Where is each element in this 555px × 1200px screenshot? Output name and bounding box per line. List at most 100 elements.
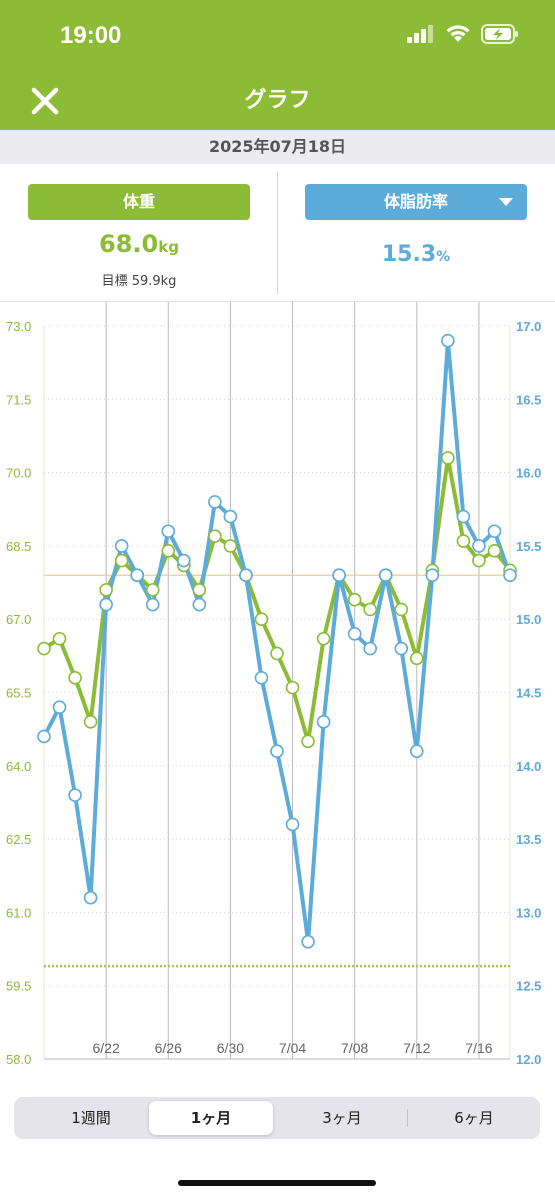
weight-data-point <box>83 715 98 729</box>
body-fat-series-line <box>42 338 512 944</box>
body-fat-data-point <box>332 568 346 583</box>
segment-1-week[interactable]: 1週間 <box>71 1109 111 1127</box>
body-fat-data-point <box>83 890 98 905</box>
chart-svg: 58.0 59.5 61.0 62.5 64.0 65.5 67.0 68.5 70.0 71.5… <box>6 302 541 1067</box>
weight-data-point <box>192 583 207 597</box>
segment-separator <box>407 1109 408 1127</box>
body-fat-dropdown-button[interactable]: 体脂肪率 <box>305 184 527 220</box>
body-fat-data-point <box>254 671 269 685</box>
body-fat-data-point <box>239 568 253 583</box>
right-axis-tick-label: 16.0 <box>516 466 541 481</box>
metric-divider <box>277 172 278 294</box>
caret-down-icon <box>499 198 513 206</box>
weight-data-point <box>68 671 82 685</box>
weight-data-point <box>409 651 424 666</box>
weight-data-point <box>223 539 238 553</box>
right-axis-tick-label: 15.0 <box>516 612 541 627</box>
nav-bar: グラフ <box>0 72 555 130</box>
metrics-panel: 体重 68.0kg 目標 59.9kg 体脂肪率 15.3% <box>0 164 555 302</box>
home-indicator <box>178 1180 376 1186</box>
weight-data-point <box>472 553 486 568</box>
weight-data-point <box>456 534 471 548</box>
left-axis-tick-label: 62.5 <box>6 832 31 847</box>
weight-data-point <box>37 641 51 656</box>
page-title: グラフ <box>244 88 311 113</box>
body-fat-data-point <box>425 568 440 583</box>
weight-data-point <box>301 734 315 749</box>
body-fat-data-point <box>378 568 393 583</box>
wifi-icon <box>446 25 470 42</box>
body-fat-data-point <box>456 509 471 524</box>
x-axis-tick-label: 6/22 <box>93 1040 120 1056</box>
weight-fat-chart[interactable]: 58.0 59.5 61.0 62.5 64.0 65.5 67.0 68.5 70.0 71.5… <box>0 302 555 1088</box>
weight-data-point <box>254 612 269 627</box>
left-axis-tick-label: 67.0 <box>6 612 31 627</box>
weight-data-point <box>394 602 409 617</box>
right-axis-tick-label: 17.0 <box>516 319 541 334</box>
weight-data-point <box>99 583 113 597</box>
weight-data-point <box>270 646 284 661</box>
body-fat-data-point <box>223 509 238 524</box>
segment-3-months[interactable]: 3ヶ月 <box>322 1109 362 1127</box>
segment-6-months[interactable]: 6ヶ月 <box>454 1109 494 1127</box>
period-segmented-control: 1週間 1ヶ月 3ヶ月 6ヶ月 <box>14 1097 540 1139</box>
weight-data-point <box>441 451 455 465</box>
left-axis-tick-label: 58.0 <box>6 1052 31 1067</box>
body-fat-data-point <box>472 539 486 553</box>
weight-data-point <box>316 631 331 646</box>
left-axis-tick-label: 65.5 <box>6 686 31 701</box>
weight-data-point <box>208 529 222 543</box>
right-axis-tick-label: 12.5 <box>516 979 541 994</box>
weight-unit: kg <box>158 238 179 256</box>
body-fat-data-point <box>503 568 517 583</box>
body-fat-data-point <box>363 641 378 656</box>
x-axis-tick-label: 7/16 <box>465 1040 492 1056</box>
right-axis-tick-label: 16.5 <box>516 392 541 407</box>
left-axis-tick-label: 73.0 <box>6 319 31 334</box>
body-fat-data-point <box>177 553 191 568</box>
x-axis-tick-label: 7/04 <box>279 1040 306 1056</box>
weight-data-point <box>114 553 129 568</box>
body-fat-data-point <box>145 597 160 612</box>
weight-data-point <box>487 543 502 558</box>
body-fat-unit: % <box>436 249 451 265</box>
body-fat-data-point <box>394 641 409 656</box>
weight-series-line <box>42 455 512 744</box>
right-axis-tick-label: 13.5 <box>516 832 541 847</box>
left-axis-tick-label: 70.0 <box>6 466 31 481</box>
segment-1-month[interactable]: 1ヶ月 <box>149 1101 273 1135</box>
date-label: 2025年07月18日 <box>0 130 555 164</box>
right-axis-tick-label: 14.5 <box>516 686 541 701</box>
weight-data-point <box>363 602 378 617</box>
body-fat-number: 15.3 <box>381 242 437 267</box>
body-fat-value: 15.3% <box>305 242 527 267</box>
right-axis-tick-label: 12.0 <box>516 1052 541 1067</box>
right-axis-tick-label: 14.0 <box>516 759 541 774</box>
body-fat-data-point <box>409 744 424 758</box>
x-axis-tick-label: 7/08 <box>341 1040 368 1056</box>
body-fat-data-point <box>285 817 300 832</box>
weight-data-point <box>145 583 160 597</box>
weight-data-point <box>52 631 67 646</box>
status-icons <box>407 24 519 44</box>
body-fat-data-point <box>99 597 113 612</box>
x-axis-tick-label: 6/26 <box>155 1040 182 1056</box>
left-axis-tick-label: 68.5 <box>6 539 31 554</box>
battery-charging-icon <box>481 24 518 44</box>
right-axis-tick-label: 13.0 <box>516 905 541 920</box>
status-time: 19:00 <box>60 22 122 49</box>
weight-data-point <box>285 680 300 695</box>
body-fat-data-point <box>130 568 144 583</box>
left-axis-tick-label: 59.5 <box>6 979 31 994</box>
body-fat-data-point <box>68 788 82 802</box>
body-fat-data-point <box>161 524 176 539</box>
left-axis-tick-label: 64.0 <box>6 759 31 774</box>
signal-icon <box>407 25 433 43</box>
weight-tab-button[interactable]: 体重 <box>28 184 250 220</box>
close-button[interactable] <box>24 80 66 122</box>
body-fat-data-point <box>37 729 51 744</box>
weight-data-point <box>161 543 176 558</box>
body-fat-data-point <box>192 597 207 612</box>
weight-value: 68.0kg <box>28 230 250 258</box>
right-axis-tick-label: 15.5 <box>516 539 541 554</box>
